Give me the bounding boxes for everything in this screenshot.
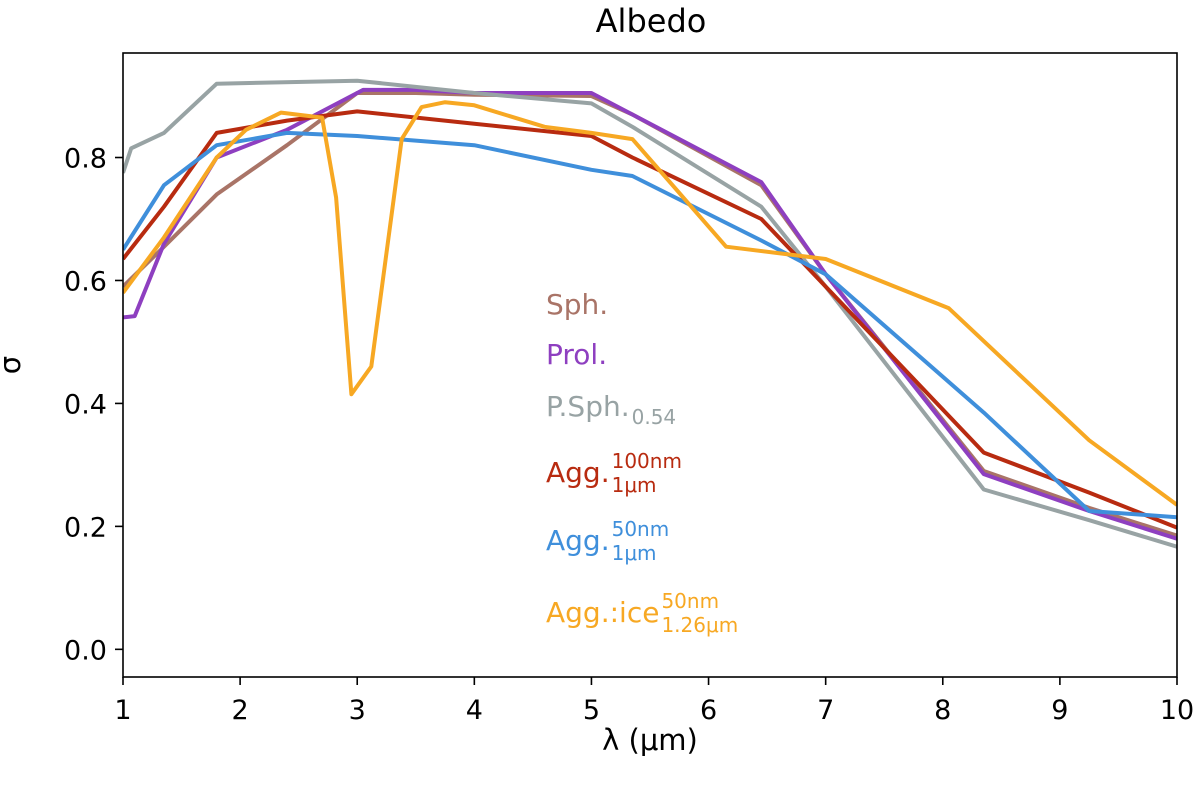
legend-subscript: 1μm bbox=[612, 541, 657, 565]
series-line-3 bbox=[123, 109, 1177, 530]
y-tick-label: 0.0 bbox=[64, 635, 107, 666]
legend-label: Prol. bbox=[546, 338, 607, 371]
ticks-layer: 1 2 3 4 5 6 7 8 9 10 0.0 0.2 0.4 0.6 0.8 bbox=[64, 144, 1194, 726]
legend-subscript: 1.26μm bbox=[661, 613, 738, 637]
x-tick-label: 9 bbox=[1051, 695, 1068, 726]
legend-label: Agg. bbox=[546, 456, 610, 489]
legend-entry-0: Sph. bbox=[546, 288, 608, 321]
legend-superscript: 100nm bbox=[612, 449, 682, 473]
plot-frame bbox=[122, 52, 1178, 678]
series-line-5 bbox=[123, 100, 1177, 507]
y-tick-label: 0.8 bbox=[64, 144, 107, 175]
x-tick-label: 8 bbox=[934, 695, 951, 726]
x-axis-title: λ (μm) bbox=[602, 723, 698, 757]
x-tick-label: 5 bbox=[583, 695, 600, 726]
legend-subscript: 1μm bbox=[612, 473, 657, 497]
chart-title: Albedo bbox=[596, 2, 707, 40]
legend-label: P.Sph. bbox=[546, 390, 630, 423]
series-line-4 bbox=[123, 130, 1177, 520]
y-tick-label: 0.6 bbox=[64, 266, 107, 297]
x-tick-label: 7 bbox=[817, 695, 834, 726]
legend-superscript: 50nm bbox=[612, 517, 670, 541]
x-tick-label: 1 bbox=[114, 695, 131, 726]
legend-label: Sph. bbox=[546, 288, 608, 321]
x-tick-label: 10 bbox=[1160, 695, 1194, 726]
legend-subscript: 0.54 bbox=[632, 405, 677, 429]
series-line-2 bbox=[123, 78, 1177, 549]
x-tick-label: 6 bbox=[700, 695, 717, 726]
y-axis-title: σ bbox=[0, 356, 27, 374]
legend-label: Agg.:ice bbox=[546, 596, 659, 629]
y-tick-label: 0.2 bbox=[64, 512, 107, 543]
x-tick-label: 3 bbox=[349, 695, 366, 726]
x-tick-label: 4 bbox=[466, 695, 483, 726]
legend-entry-1: Prol. bbox=[546, 338, 607, 371]
x-tick-label: 2 bbox=[232, 695, 249, 726]
legend-superscript: 50nm bbox=[661, 589, 719, 613]
series-layer bbox=[123, 78, 1177, 549]
legend-entry-2: P.Sph. 0.54 bbox=[546, 390, 676, 429]
legend-label: Agg. bbox=[546, 524, 610, 557]
y-tick-label: 0.4 bbox=[64, 389, 107, 420]
